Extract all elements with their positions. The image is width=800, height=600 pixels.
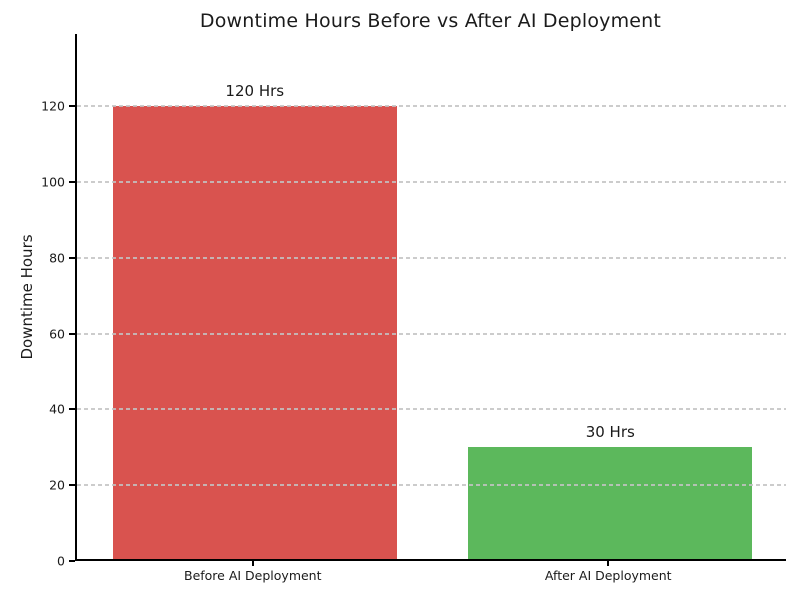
y-tick-label-20: 20: [49, 477, 65, 493]
y-tick-mark: [69, 105, 75, 108]
bar-after-ai-deployment: [468, 447, 752, 559]
bar-value-label: 120 Hrs: [225, 82, 285, 101]
gridline-y-20: [77, 484, 786, 487]
gridline-y-120: [77, 105, 786, 108]
gridline-y-80: [77, 256, 786, 259]
y-tick-mark: [69, 256, 75, 259]
gridline-y-100: [77, 180, 786, 183]
x-tick-label-before-ai-deployment: Before AI Deployment: [183, 568, 322, 583]
y-tick-label-120: 120: [41, 98, 65, 114]
y-tick-label-40: 40: [49, 401, 65, 417]
x-tick-label-after-ai-deployment: After AI Deployment: [544, 568, 672, 583]
y-tick-label-60: 60: [49, 326, 65, 342]
y-tick-mark: [69, 560, 75, 562]
y-tick-mark: [69, 484, 75, 487]
gridline-y-60: [77, 332, 786, 335]
plot-area: 120 Hrs 30 Hrs: [75, 34, 786, 561]
chart-title: Downtime Hours Before vs After AI Deploy…: [199, 10, 662, 32]
y-tick-label-0: 0: [57, 553, 65, 569]
y-tick-label-100: 100: [41, 174, 65, 190]
x-tick-mark: [251, 561, 254, 566]
gridline-y-40: [77, 408, 786, 411]
y-tick-label-80: 80: [49, 250, 65, 266]
y-tick-mark: [69, 332, 75, 335]
bar-value-label: 30 Hrs: [585, 423, 635, 442]
y-tick-mark: [69, 408, 75, 411]
x-tick-mark: [607, 561, 610, 566]
y-tick-mark: [69, 180, 75, 183]
